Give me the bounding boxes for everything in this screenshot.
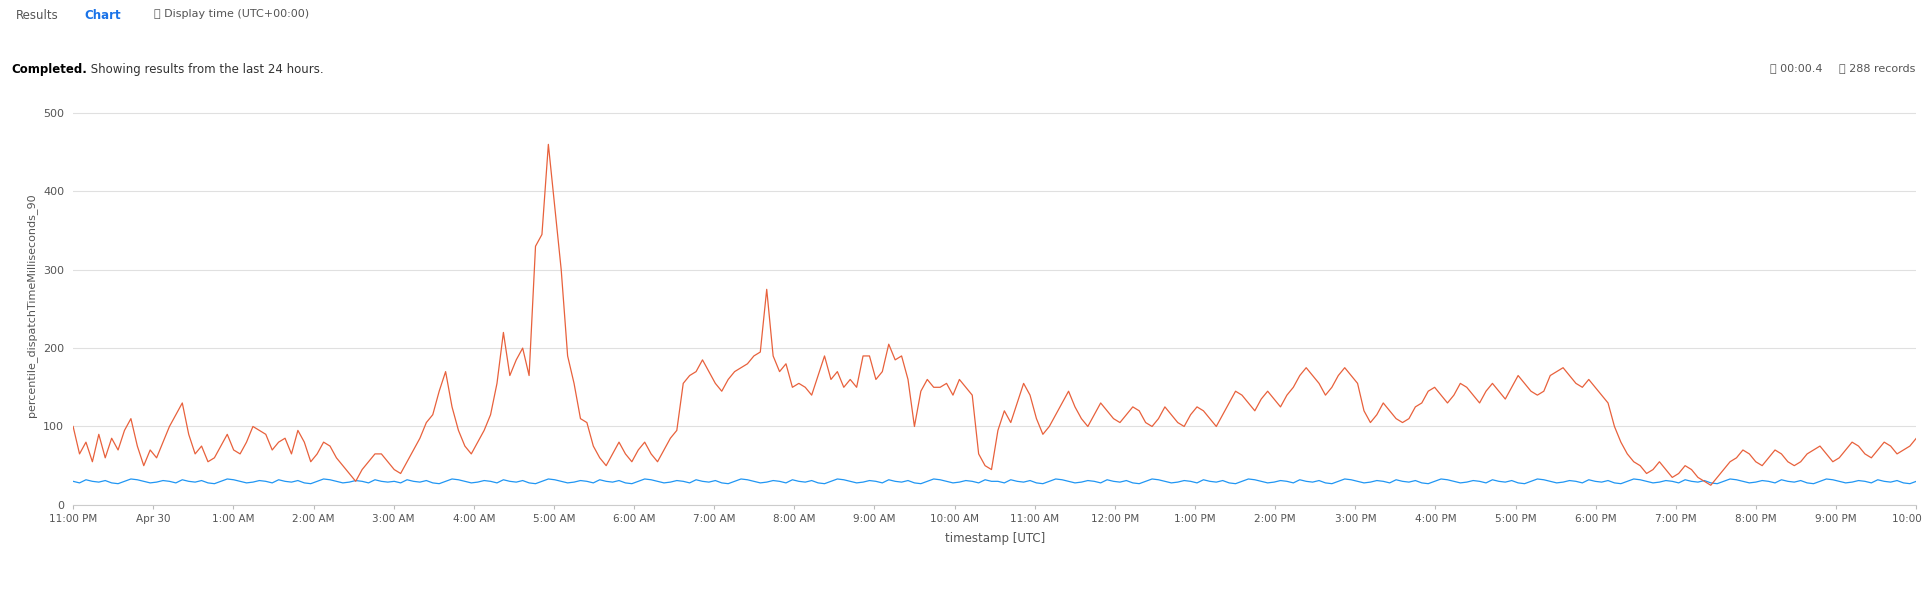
Legend: percentile_dispatchTimeMilliseconds_50, percentile_dispatchTimeMilliseconds_90: percentile_dispatchTimeMilliseconds_50, … [60, 599, 606, 601]
Y-axis label: percentile_dispatchTimeMilliseconds_90: percentile_dispatchTimeMilliseconds_90 [27, 193, 37, 417]
Text: 🗂 288 records: 🗂 288 records [1838, 63, 1915, 73]
Text: ⏱ 00:00.4: ⏱ 00:00.4 [1769, 63, 1821, 73]
Text: Showing results from the last 24 hours.: Showing results from the last 24 hours. [87, 63, 323, 76]
Text: Results: Results [15, 9, 58, 22]
X-axis label: timestamp [UTC]: timestamp [UTC] [944, 532, 1044, 545]
Text: ⏱ Display time (UTC+00:00): ⏱ Display time (UTC+00:00) [154, 9, 310, 19]
Text: Completed.: Completed. [12, 63, 87, 76]
Text: Chart: Chart [85, 9, 121, 22]
